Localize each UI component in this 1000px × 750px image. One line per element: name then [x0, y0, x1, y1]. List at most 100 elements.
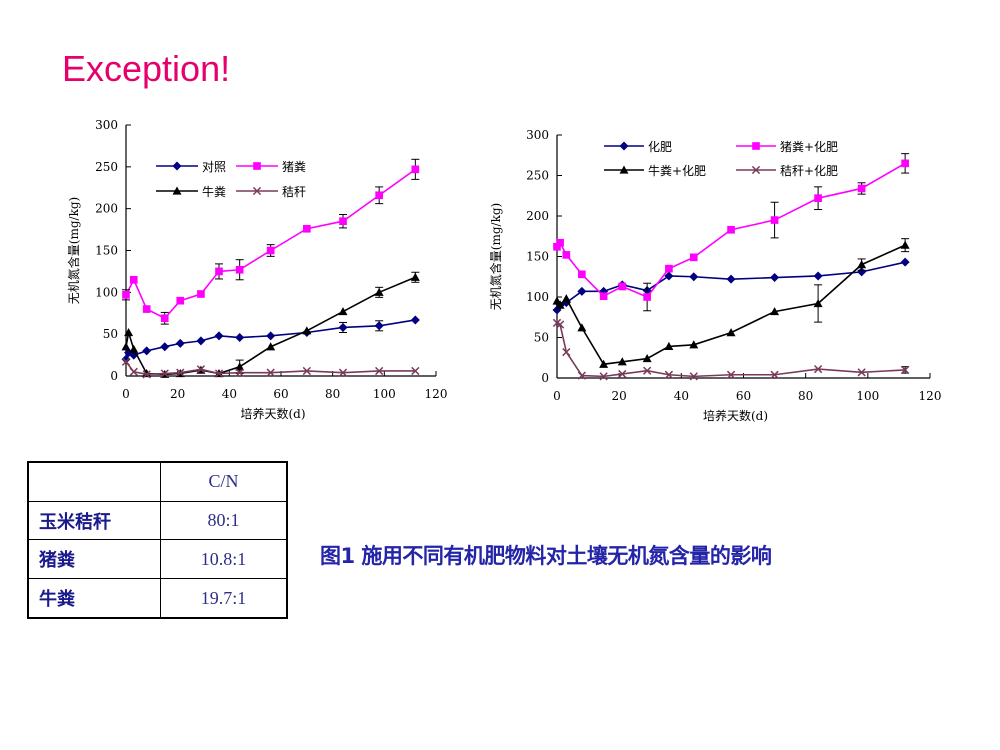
marker-stroke: [577, 371, 586, 380]
legend-marker: [172, 186, 182, 195]
data-point: [664, 370, 674, 379]
legend-entry: 猪粪+化肥: [736, 140, 838, 154]
data-point: [235, 368, 244, 377]
cn-ratio-table: C/N 玉米秸秆 80:1 猪粪 10.8:1 牛粪 19.7:1: [27, 461, 288, 619]
data-point: [338, 368, 348, 377]
data-point: [338, 322, 348, 332]
data-point: [160, 342, 170, 352]
y-tick-label: 200: [526, 209, 549, 223]
data-point: [266, 342, 276, 351]
slide-title: Exception!: [62, 48, 231, 89]
data-point: [577, 371, 586, 380]
data-point: [121, 357, 131, 366]
marker-stroke: [176, 368, 185, 377]
data-point: [727, 225, 735, 234]
data-point: [577, 323, 587, 332]
data-point: [235, 265, 244, 274]
y-tick-label: 150: [526, 250, 549, 264]
x-axis-label: 培养天数(d): [703, 408, 768, 423]
data-point: [374, 287, 384, 296]
y-tick-label: 300: [526, 128, 549, 142]
data-point: [770, 307, 780, 316]
data-point: [857, 184, 866, 193]
x-tick-label: 0: [122, 387, 130, 401]
data-point: [617, 357, 627, 366]
data-point: [160, 369, 169, 378]
chart-right: 0 50 100 150 200 250 300 0 20 40 60 80 100 120 培养天数(d)…: [488, 128, 942, 423]
data-point: [122, 291, 130, 299]
data-point: [411, 165, 420, 174]
data-point: [375, 191, 383, 200]
table-row: 猪粪 10.8:1: [27, 539, 288, 580]
data-point: [689, 253, 698, 262]
y-axis-label: 无机氮含量(mg/kg): [488, 203, 503, 310]
marker-stroke: [302, 366, 311, 376]
y-tick-label: 250: [526, 169, 549, 183]
data-point: [562, 347, 571, 357]
legend-label: 猪粪: [282, 160, 306, 174]
data-point: [664, 271, 674, 281]
data-point: [664, 341, 674, 351]
table-row: 牛粪 19.7:1: [27, 578, 288, 619]
legend-entry: 秸秆+化肥: [736, 164, 838, 178]
data-point: [176, 368, 185, 377]
y-tick-label: 100: [95, 285, 118, 299]
data-point: [175, 338, 185, 348]
series-1: [553, 153, 910, 312]
data-point: [665, 264, 673, 273]
data-point: [857, 368, 866, 377]
data-point: [900, 257, 910, 267]
legend-marker: [752, 142, 760, 150]
series-line: [556, 261, 906, 311]
data-point: [338, 307, 348, 316]
marker-stroke: [142, 370, 151, 379]
marker-stroke: [664, 370, 674, 379]
data-point: [176, 296, 185, 305]
x-tick-label: 80: [325, 387, 340, 401]
data-point: [561, 294, 571, 303]
x-tick-label: 20: [170, 387, 185, 401]
marker-stroke: [196, 365, 206, 374]
data-point: [196, 365, 206, 374]
row-value: 19.7:1: [160, 578, 288, 619]
marker-stroke: [562, 347, 571, 357]
data-point: [339, 217, 347, 226]
data-point: [578, 270, 586, 279]
x-tick-label: 100: [856, 389, 879, 403]
row-name: 牛粪: [27, 578, 161, 619]
marker-stroke: [552, 318, 562, 328]
y-tick-label: 100: [526, 290, 549, 304]
series-1: [122, 158, 420, 325]
x-tick-label: 120: [919, 389, 942, 403]
x-tick-label: 80: [798, 389, 813, 403]
data-point: [555, 300, 565, 309]
data-point: [129, 350, 139, 360]
row-name: 玉米秸秆: [27, 500, 161, 541]
legend-entry: 秸秆: [236, 185, 306, 199]
y-axis-label: 无机氮含量(mg/kg): [66, 197, 81, 304]
data-point: [121, 342, 131, 351]
legend-label: 猪粪+化肥: [780, 140, 838, 154]
legend-entry: 对照: [156, 160, 226, 174]
marker-stroke: [411, 366, 420, 376]
data-point: [599, 286, 609, 296]
data-point: [814, 194, 822, 203]
table-header-cn: C/N: [160, 461, 288, 502]
marker-stroke: [338, 368, 348, 377]
data-point: [726, 274, 736, 284]
row-value: 80:1: [160, 500, 288, 541]
legend-label: 牛粪+化肥: [648, 163, 706, 178]
marker-stroke: [689, 372, 698, 381]
data-point: [215, 267, 223, 276]
chart-left: 0 50 100 150 200 250 300 0 20 40 60 80 100 120 培养天数(d)…: [66, 118, 447, 421]
data-point: [196, 336, 206, 346]
legend-marker: [751, 165, 761, 175]
y-tick-label: 50: [103, 327, 118, 341]
data-point: [214, 331, 224, 341]
data-point: [410, 315, 420, 325]
data-point: [770, 216, 779, 224]
y-tick-label: 0: [541, 371, 549, 385]
series-2: [121, 271, 420, 378]
data-point: [813, 271, 823, 281]
marker-stroke: [618, 369, 627, 379]
